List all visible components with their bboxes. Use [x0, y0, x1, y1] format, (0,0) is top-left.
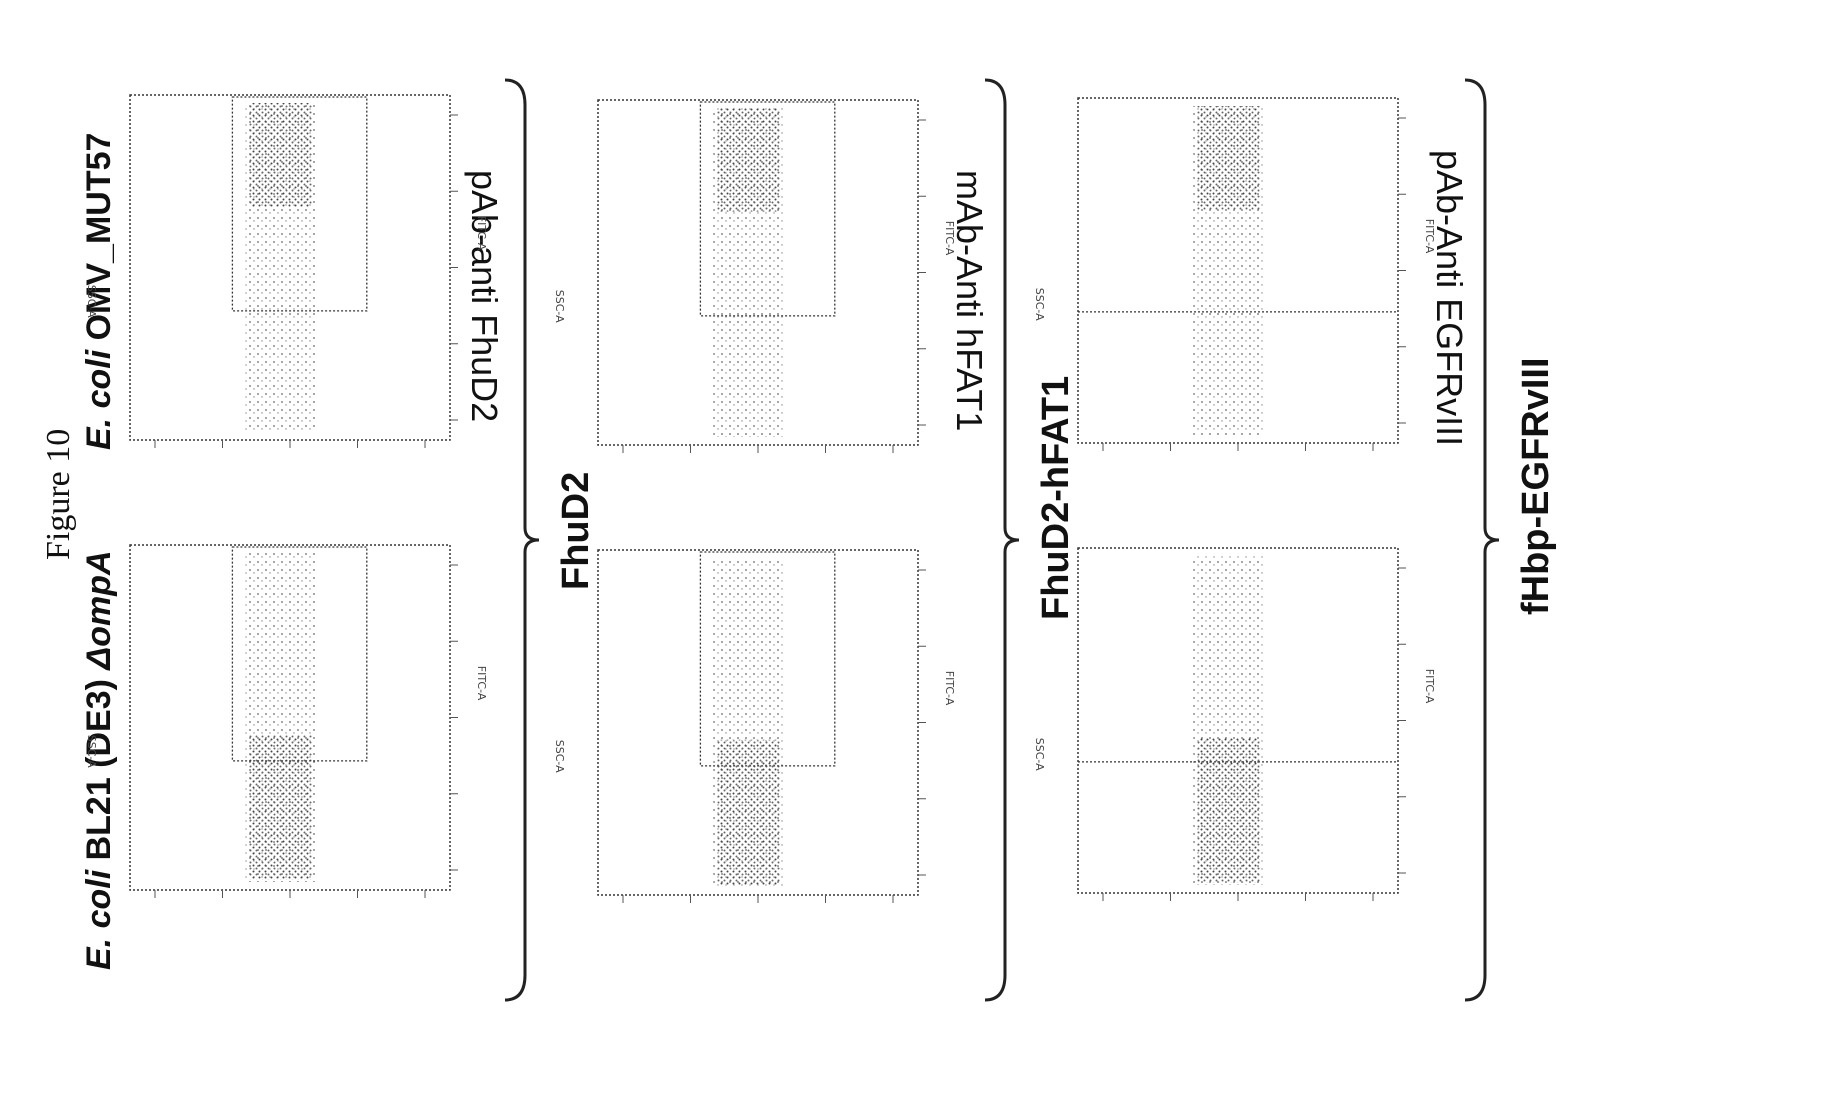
dense-events: [1197, 737, 1260, 883]
antibody-label-egfrviii: pAb-Anti EGFRvIII: [1429, 150, 1470, 447]
panel-frame: [597, 99, 919, 446]
dense-events: [249, 103, 312, 207]
figure-title: Figure 10: [40, 428, 77, 560]
event-cloud: [713, 558, 784, 887]
y-axis-label: SSC-A: [553, 740, 566, 773]
antibody-label-fhud2: pAb-anti FhuD2: [464, 170, 505, 423]
positive-gate: [231, 96, 368, 312]
x-axis-label: FITC-A: [475, 666, 488, 701]
y-axis-label: SSC-A: [1033, 288, 1046, 321]
event-cloud: [1193, 106, 1264, 435]
group-label-fhbp-egfrviii: fHbp-EGFRvIII: [1515, 357, 1557, 615]
dense-events: [717, 739, 780, 885]
antibody-label-hfat1: mAb-Anti hFAT1: [949, 170, 990, 432]
bracket-1: [504, 78, 540, 1002]
event-cloud: [1193, 556, 1264, 885]
column-label-left-italic2: ΔompA: [80, 550, 118, 670]
bracket-3: [1464, 78, 1500, 1002]
column-label-right-italic: E. coli: [80, 349, 118, 450]
dense-events: [249, 734, 312, 880]
group-label-fhud2-hfat1: FhuD2-hFAT1: [1035, 375, 1077, 620]
event-cloud: [245, 553, 316, 882]
panel-frame: [597, 549, 919, 896]
panel-frame: [1077, 547, 1399, 894]
x-axis-label: FITC-A: [943, 671, 956, 706]
event-cloud: [245, 103, 316, 432]
positive-gate: [699, 551, 836, 767]
panel-frame: [129, 94, 451, 441]
scatter-panel-3: SSC-A FITC-A: [553, 549, 956, 903]
column-label-right: E. coli OMV_MUT57: [80, 133, 119, 450]
event-cloud: [713, 108, 784, 437]
scatter-panel-5: SSC-A FITC-A: [1033, 547, 1436, 901]
group-brackets: [504, 78, 1500, 1002]
column-label-left-italic: E. coli: [80, 869, 118, 970]
column-label-left: E. coli BL21 (DE3) ΔompA: [80, 550, 119, 970]
dense-events: [717, 108, 780, 212]
panel-frame: [129, 544, 451, 891]
positive-gate: [231, 546, 368, 762]
x-axis-label: FITC-A: [1423, 669, 1436, 704]
y-axis-label: SSC-A: [553, 290, 566, 323]
bracket-2: [984, 78, 1020, 1002]
dense-events: [1197, 106, 1260, 210]
group-label-fhud2: FhuD2: [555, 471, 597, 590]
panel-frame: [1077, 97, 1399, 444]
column-label-left-rest: BL21 (DE3): [80, 669, 118, 870]
column-label-right-rest: OMV_MUT57: [80, 132, 118, 350]
y-axis-label: SSC-A: [1033, 738, 1046, 771]
positive-gate: [699, 101, 836, 317]
